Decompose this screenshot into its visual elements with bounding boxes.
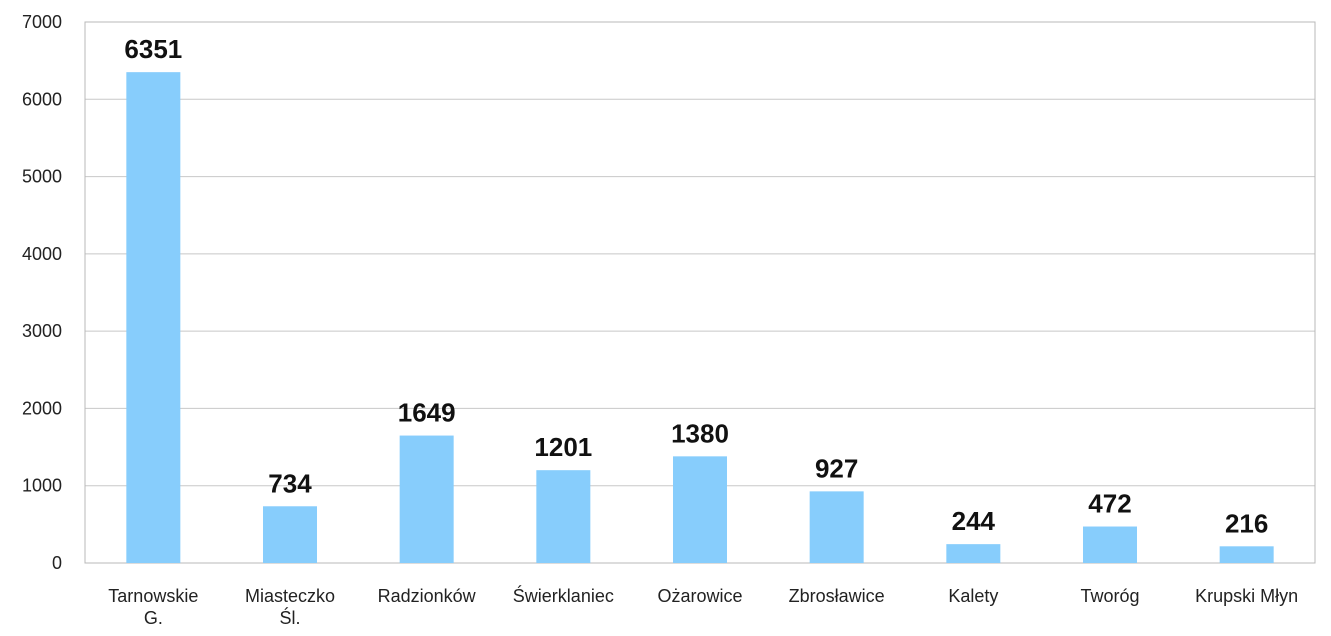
value-label: 6351 bbox=[124, 34, 182, 64]
x-tick-label: Świerklaniec bbox=[512, 586, 614, 606]
bar bbox=[809, 491, 864, 563]
x-tick-label: Ożarowice bbox=[657, 586, 743, 606]
y-tick-label: 1000 bbox=[22, 476, 62, 496]
value-label: 472 bbox=[1088, 489, 1131, 519]
y-tick-label: 6000 bbox=[22, 89, 62, 109]
y-tick-label: 3000 bbox=[22, 321, 62, 341]
value-label: 244 bbox=[952, 506, 996, 536]
bar bbox=[1083, 526, 1137, 563]
bar bbox=[1219, 546, 1274, 563]
y-tick-label: 5000 bbox=[22, 167, 62, 187]
value-label: 1201 bbox=[534, 432, 592, 462]
y-tick-label: 0 bbox=[52, 553, 62, 573]
y-tick-label: 2000 bbox=[22, 398, 62, 418]
value-label: 216 bbox=[1225, 508, 1268, 538]
value-label: 734 bbox=[268, 468, 312, 498]
value-label: 1649 bbox=[398, 398, 456, 428]
y-tick-label: 4000 bbox=[22, 244, 62, 264]
bar bbox=[673, 456, 727, 563]
x-tick-label: Zbrosławice bbox=[788, 586, 885, 606]
x-tick-label: Kalety bbox=[948, 586, 999, 606]
y-tick-label: 7000 bbox=[22, 12, 62, 32]
value-label: 927 bbox=[815, 453, 858, 483]
bar bbox=[536, 470, 591, 563]
x-tick-label: Krupski Młyn bbox=[1195, 586, 1299, 606]
bar bbox=[399, 435, 454, 563]
x-tick-label: Radzionków bbox=[377, 586, 476, 606]
bar bbox=[126, 72, 181, 563]
bar bbox=[946, 544, 1001, 563]
x-tick-label: Tworóg bbox=[1080, 586, 1140, 606]
bar bbox=[263, 506, 317, 563]
x-tick-label: Tarnowskie G. bbox=[108, 586, 199, 628]
x-tick-label: Miasteczko Śl. bbox=[244, 586, 336, 628]
value-label: 1380 bbox=[671, 418, 729, 448]
